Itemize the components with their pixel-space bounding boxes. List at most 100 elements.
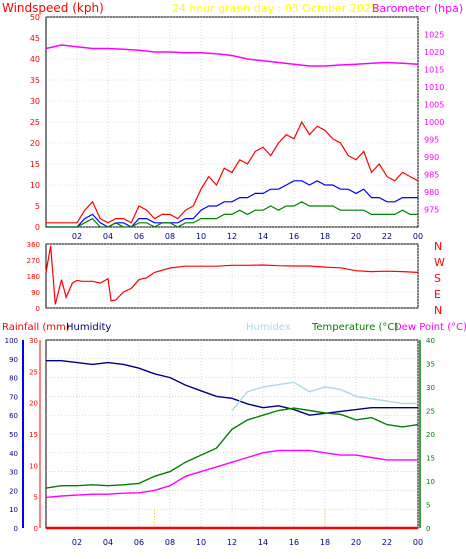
x-tick-label: 16 [289, 232, 299, 241]
chart-title: 24 hour graph day : 05 October 2025 [172, 2, 378, 15]
x-tick-label: 04 [103, 232, 113, 241]
series-humidex-line [231, 381, 418, 411]
x-tick-label: 10 [196, 232, 206, 241]
compass-s: S [434, 272, 441, 285]
series-average-line [46, 201, 418, 228]
y-tick-label: 1015 [424, 66, 444, 75]
x-tick-label: 18 [320, 538, 330, 547]
x-tick-label: 20 [351, 232, 361, 241]
x-tick-label: 20 [351, 538, 361, 547]
panel1-series [45, 44, 419, 228]
series-direction-line [45, 245, 419, 305]
y-tick-label: 60 [9, 412, 18, 420]
y-tick-label: 1000 [424, 118, 444, 127]
y-tick-label: 90 [9, 356, 18, 364]
y-tick-label: 0 [34, 525, 38, 533]
x-tick-label: 10 [196, 538, 206, 547]
y-tick-label: 25 [426, 408, 435, 416]
compass-labels: N W S E N [434, 240, 445, 317]
y-tick-label: 270 [27, 257, 40, 265]
series-humidity-line [46, 360, 418, 416]
panel2-axes: 0 90 180 270 360 [27, 241, 40, 313]
x-tick-label: 00 [413, 232, 423, 241]
x-tick-label: 08 [165, 538, 175, 547]
x-tick-label: 02 [72, 232, 82, 241]
x-tick-label: 02 [72, 538, 82, 547]
y-tick-label: 15 [29, 431, 38, 439]
y-tick-label: 50 [9, 431, 18, 439]
x-tick-label: 12 [227, 232, 237, 241]
y-tick-label: 20 [426, 431, 435, 439]
x-tick-label: 22 [382, 538, 392, 547]
y-tick-label: 90 [31, 289, 40, 297]
y-tick-label: 180 [27, 273, 40, 281]
y-tick-label: 70 [9, 393, 18, 401]
y-tick-label: 1025 [424, 31, 444, 40]
compass-n-bottom: N [434, 304, 442, 317]
y-tick-label: 0 [36, 305, 40, 313]
panel2-series [45, 245, 419, 305]
y-tick-label: 15 [30, 160, 40, 169]
windspeed-label: Windspeed (kph) [2, 1, 104, 15]
series-gust-line [46, 120, 419, 224]
temperature-label: Temperature (°C) [311, 322, 398, 333]
y-tick-label: 100 [5, 337, 18, 345]
y-tick-label: 10 [426, 478, 435, 486]
rainfall-label: Rainfall (mm) [2, 322, 70, 333]
y-tick-label: 0 [35, 223, 40, 232]
y-tick-label: 5 [426, 502, 430, 510]
y-tick-label: 45 [30, 34, 40, 43]
x-tick-label: 04 [103, 538, 113, 547]
series-barometer-line [45, 44, 419, 67]
panel3-series [45, 360, 419, 530]
y-tick-label: 30 [9, 469, 18, 477]
y-tick-label: 1005 [424, 101, 444, 110]
y-tick-label: 990 [424, 153, 439, 162]
panel1-grid [46, 16, 419, 228]
y-tick-label: 5 [34, 494, 38, 502]
wind-direction-panel: 0 90 180 270 360 N W S E N [27, 240, 445, 317]
y-tick-label: 10 [30, 181, 40, 190]
compass-w: W [434, 256, 445, 269]
series-temperature-line [45, 407, 419, 489]
compass-n-top: N [434, 240, 442, 253]
y-tick-label: 10 [29, 462, 38, 470]
x-tick-label: 12 [227, 538, 237, 547]
temp-humidity-panel: 0 10 20 30 40 50 60 70 80 90 10 00 5 10 15 20 25 30 0 5 10 15… [2, 322, 466, 547]
y-tick-label: 25 [29, 368, 38, 376]
y-tick-label: 10 [9, 506, 18, 514]
y-tick-label: 30 [29, 337, 38, 345]
dewpoint-label: Dew Point (°C) [394, 322, 466, 333]
x-tick-label: 08 [165, 232, 175, 241]
barometer-label: Barometer (hpa) [372, 2, 463, 15]
y-tick-label: 985 [424, 171, 439, 180]
y-tick-label: 975 [424, 206, 439, 215]
y-tick-label: 1020 [424, 48, 444, 57]
humidity-label: Humidity [66, 322, 111, 333]
y-tick-label: 40 [426, 337, 435, 345]
y-tick-label: 40 [30, 55, 40, 64]
y-tick-label: 35 [30, 76, 40, 85]
y-tick-label: 25 [30, 118, 40, 127]
humidex-label: Humidex [246, 322, 291, 333]
y-tick-label: 360 [27, 241, 40, 249]
series-wind-line [46, 180, 418, 228]
compass-e: E [434, 288, 441, 301]
y-tick-label: 30 [426, 384, 435, 392]
y-tick-label: 15 [426, 455, 435, 463]
y-tick-label: 50 [30, 13, 40, 22]
panel3-axes: 0 10 20 30 40 50 60 70 80 90 10 00 5 10 15 20 25 30 0 5 10 15… [5, 337, 435, 547]
y-tick-label: 995 [424, 136, 439, 145]
x-tick-label: 06 [134, 538, 144, 547]
x-tick-label: 18 [320, 232, 330, 241]
x-tick-label: 16 [289, 538, 299, 547]
y-tick-label: 80 [9, 375, 18, 383]
y-tick-label: 0 [426, 525, 430, 533]
y-tick-label: 40 [9, 450, 18, 458]
x-tick-label: 00 [413, 538, 423, 547]
panel2-grid [46, 243, 419, 309]
y-tick-label: 35 [426, 361, 435, 369]
wind-baro-panel: 0510152025303540455097598098599099510001… [2, 1, 463, 241]
